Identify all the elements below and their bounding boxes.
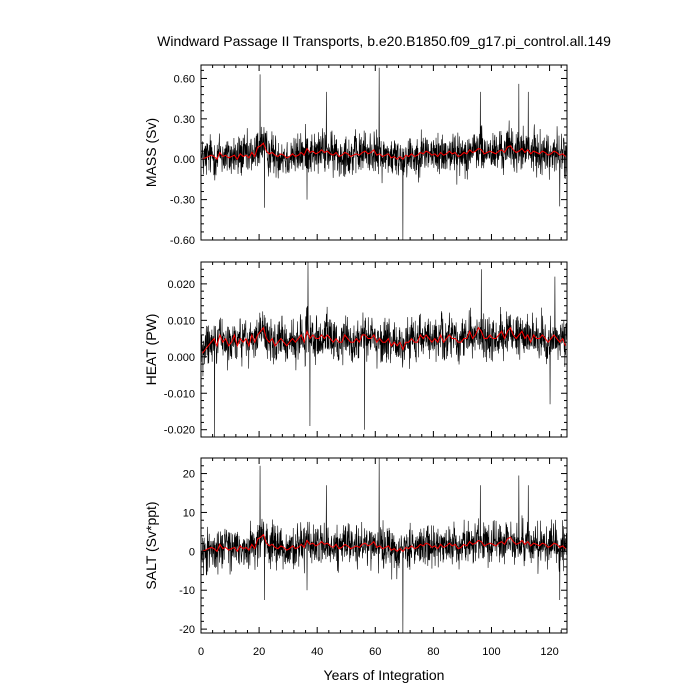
salt-y-tick-label: -20 — [179, 624, 195, 636]
panel-salt: -20 -10 0 10 20 SALT (Sv*ppt) 0 20 40 60 80 100 120 — [143, 457, 568, 658]
chart-title: Windward Passage II Transports, b.e20.B1… — [157, 33, 611, 49]
salt-y-tick-label: -10 — [179, 585, 195, 597]
mass-y-tick-label: 0.00 — [174, 154, 195, 166]
x-tick-label: 40 — [311, 646, 323, 658]
heat-plot-area — [201, 262, 567, 437]
mass-monthly-series — [201, 67, 567, 240]
salt-y-tick-label: 0 — [189, 546, 195, 558]
salt-plot-area — [201, 458, 567, 633]
x-tick-label: 80 — [427, 646, 439, 658]
mass-y-tick-label: -0.30 — [170, 195, 195, 207]
x-axis-title: Years of Integration — [324, 667, 445, 683]
heat-y-tick-label: 0.020 — [167, 279, 195, 291]
heat-y-axis-title: HEAT (PW) — [143, 314, 159, 386]
salt-annual-mean-series — [202, 533, 566, 553]
mass-y-tick-label: 0.30 — [174, 114, 195, 126]
x-tick-label: 60 — [369, 646, 381, 658]
heat-y-tick-label: 0.000 — [167, 352, 195, 364]
mass-annual-mean-series — [202, 142, 566, 161]
heat-y-tick-label: -0.010 — [164, 388, 195, 400]
x-tick-label: 0 — [198, 646, 204, 658]
panel-heat: -0.020 -0.010 0.000 0.010 0.020 HEAT (PW) — [143, 261, 568, 438]
x-tick-label: 100 — [482, 646, 500, 658]
salt-frame — [200, 457, 568, 634]
heat-annual-mean-series — [202, 326, 567, 354]
mass-plot-area — [201, 67, 567, 240]
mass-y-tick-label: -0.60 — [170, 235, 195, 247]
x-tick-label: 20 — [253, 646, 265, 658]
salt-y-tick-label: 20 — [183, 469, 195, 481]
heat-y-tick-label: -0.020 — [164, 425, 195, 437]
salt-y-tick-label: 10 — [183, 507, 195, 519]
heat-y-tick-label: 0.010 — [167, 315, 195, 327]
salt-monthly-series — [201, 458, 567, 633]
panel-mass: -0.60 -0.30 0.00 0.30 0.60 MASS (Sv) — [143, 64, 568, 247]
x-tick-label: 120 — [540, 646, 558, 658]
salt-y-axis-title: SALT (Sv*ppt) — [143, 501, 159, 589]
mass-frame — [200, 64, 568, 241]
mass-y-axis-title: MASS (Sv) — [143, 118, 159, 187]
mass-y-tick-label: 0.60 — [174, 73, 195, 85]
heat-monthly-series — [201, 262, 567, 437]
